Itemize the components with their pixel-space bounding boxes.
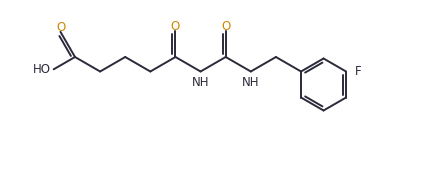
Text: O: O xyxy=(56,21,65,34)
Text: NH: NH xyxy=(242,76,260,89)
Text: HO: HO xyxy=(33,63,51,76)
Text: O: O xyxy=(221,20,230,33)
Text: F: F xyxy=(355,65,362,78)
Text: O: O xyxy=(171,20,180,33)
Text: NH: NH xyxy=(192,76,209,89)
